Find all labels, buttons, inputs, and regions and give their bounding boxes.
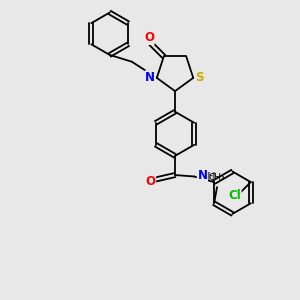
Text: O: O: [144, 32, 154, 44]
Text: Cl: Cl: [228, 189, 241, 202]
Text: N: N: [145, 71, 155, 84]
Text: CH₃: CH₃: [209, 173, 225, 182]
Text: H: H: [207, 172, 216, 182]
Text: N: N: [197, 169, 207, 182]
Text: S: S: [196, 71, 204, 84]
Text: O: O: [146, 175, 156, 188]
